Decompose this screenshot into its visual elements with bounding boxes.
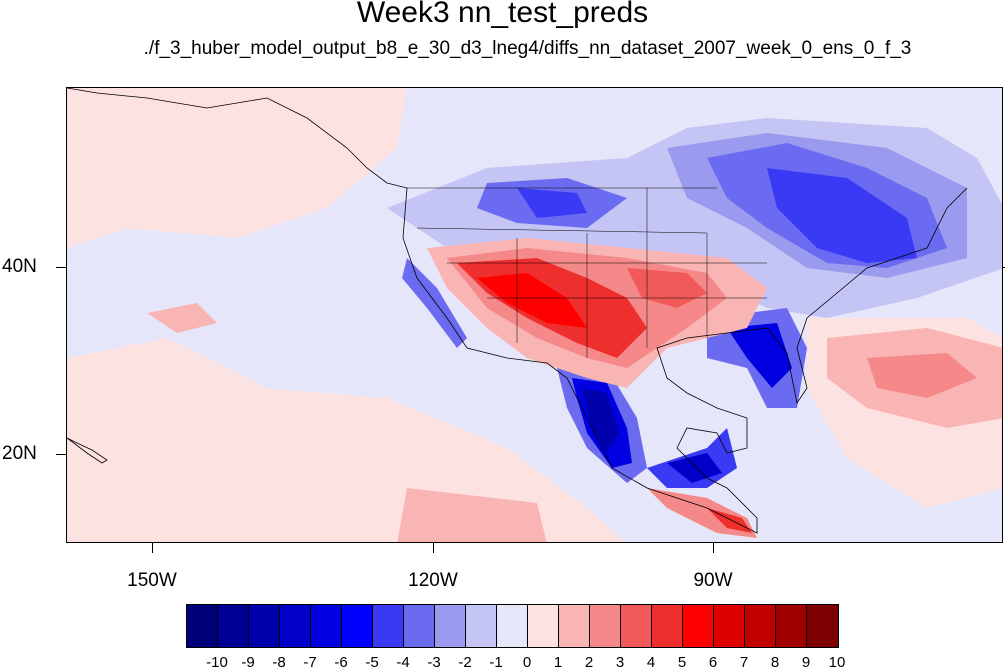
colorbar-box	[497, 605, 528, 647]
colorbar-label: -9	[241, 654, 255, 671]
colorbar-label: 10	[828, 654, 846, 671]
map-panel	[66, 87, 1003, 543]
colorbar-label: 4	[646, 654, 656, 671]
colorbar-label: 3	[615, 654, 625, 671]
colorbar-label: -7	[303, 654, 317, 671]
colorbar-label: -2	[458, 654, 472, 671]
colorbar-label: 9	[801, 654, 811, 671]
colorbar-box	[528, 605, 559, 647]
colorbar-box	[621, 605, 652, 647]
tick-40n-right	[1003, 267, 1005, 268]
colorbar-box	[373, 605, 404, 647]
colorbar-label: 8	[770, 654, 780, 671]
tick-90w	[713, 543, 714, 553]
ocean-positive-anomaly-south	[67, 338, 625, 542]
lon-label-90w: 90W	[693, 570, 733, 591]
plot-subtitle: ./f_3_huber_model_output_b8_e_30_d3_lneg…	[143, 38, 912, 59]
lat-label-40n: 40N	[2, 256, 37, 277]
colorbar-label: -8	[272, 654, 286, 671]
colorbar-box	[280, 605, 311, 647]
colorbar-label: 1	[553, 654, 563, 671]
colorbar-box	[342, 605, 373, 647]
colorbar-label: 5	[677, 654, 687, 671]
tick-150w	[152, 543, 153, 553]
colorbar-box	[807, 605, 838, 647]
colorbar	[186, 604, 839, 648]
colorbar-box	[559, 605, 590, 647]
colorbar-label: -4	[396, 654, 410, 671]
colorbar-box	[311, 605, 342, 647]
colorbar-box	[776, 605, 807, 647]
lon-label-120w: 120W	[408, 570, 458, 591]
lat-label-20n: 20N	[2, 443, 37, 464]
colorbar-label: -5	[365, 654, 379, 671]
tick-120w	[433, 543, 434, 553]
colorbar-box	[404, 605, 435, 647]
colorbar-box	[218, 605, 249, 647]
colorbar-box	[466, 605, 497, 647]
colorbar-label: 7	[739, 654, 749, 671]
colorbar-box	[590, 605, 621, 647]
colorbar-label: 6	[708, 654, 718, 671]
colorbar-box	[249, 605, 280, 647]
colorbar-label: -3	[427, 654, 441, 671]
colorbar-label: -6	[334, 654, 348, 671]
plot-title: Week3 nn_test_preds	[356, 0, 649, 29]
colorbar-box	[652, 605, 683, 647]
north-america-outline	[386, 182, 968, 534]
colorbar-box	[187, 605, 218, 647]
anomaly-field	[67, 88, 1002, 542]
colorbar-box	[714, 605, 745, 647]
colorbar-label: 0	[522, 654, 532, 671]
tick-40n	[56, 267, 66, 268]
colorbar-box	[683, 605, 714, 647]
colorbar-label: -1	[489, 654, 503, 671]
colorbar-box	[745, 605, 776, 647]
ocean-positive-anomaly-west	[67, 88, 407, 248]
colorbar-label: -10	[206, 654, 228, 671]
tick-20n	[56, 454, 66, 455]
colorbar-box	[435, 605, 466, 647]
colorbar-label: 2	[584, 654, 594, 671]
lon-label-150w: 150W	[127, 570, 177, 591]
